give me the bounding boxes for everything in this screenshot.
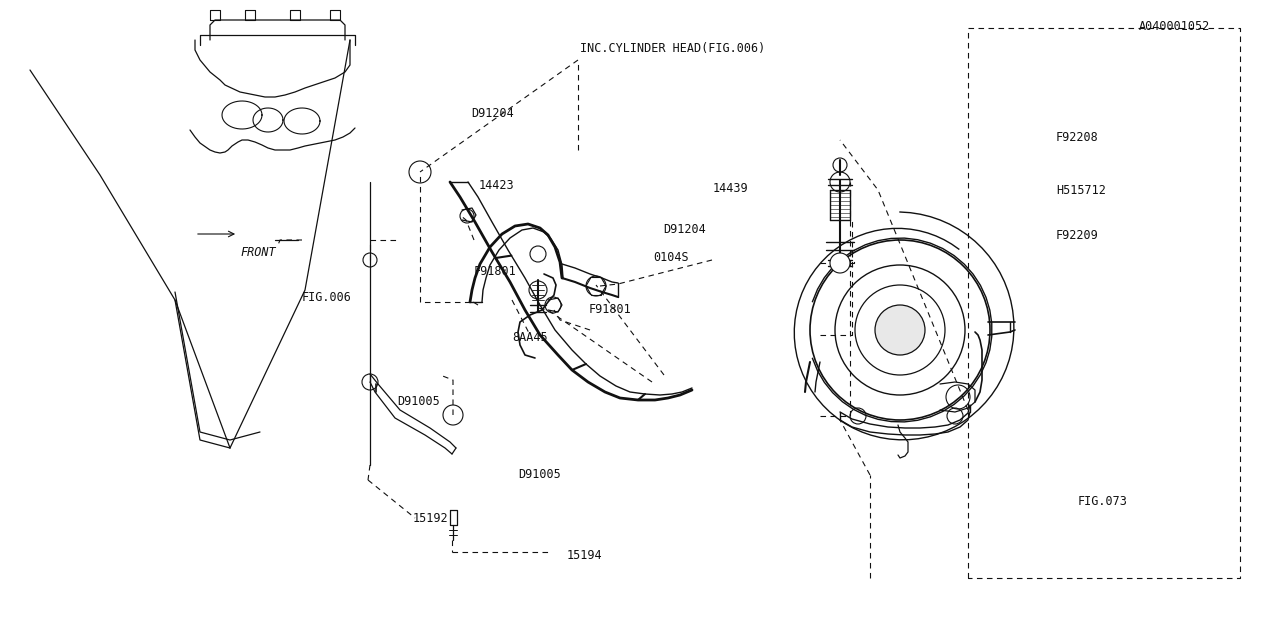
Text: D91204: D91204 — [663, 223, 705, 236]
Text: FIG.073: FIG.073 — [1078, 495, 1128, 508]
Text: D91005: D91005 — [518, 468, 561, 481]
Text: 15192: 15192 — [412, 512, 448, 525]
Text: A040001052: A040001052 — [1139, 20, 1211, 33]
Text: F92208: F92208 — [1056, 131, 1098, 144]
Circle shape — [829, 253, 850, 273]
Text: 0104S: 0104S — [653, 252, 689, 264]
Text: 15194: 15194 — [567, 549, 603, 562]
Text: INC.CYLINDER HEAD(FIG.006): INC.CYLINDER HEAD(FIG.006) — [580, 42, 765, 55]
Text: F91801: F91801 — [589, 303, 631, 316]
Text: F92209: F92209 — [1056, 229, 1098, 242]
Text: D91005: D91005 — [397, 396, 439, 408]
Text: 8AA45: 8AA45 — [512, 332, 548, 344]
Text: 14439: 14439 — [713, 182, 749, 195]
Text: H515712: H515712 — [1056, 184, 1106, 197]
Text: FIG.006: FIG.006 — [302, 291, 352, 304]
Text: F91801: F91801 — [474, 265, 516, 278]
Text: 14423: 14423 — [479, 179, 515, 192]
Circle shape — [876, 305, 925, 355]
Text: D91204: D91204 — [471, 108, 513, 120]
Text: FRONT: FRONT — [241, 246, 276, 259]
